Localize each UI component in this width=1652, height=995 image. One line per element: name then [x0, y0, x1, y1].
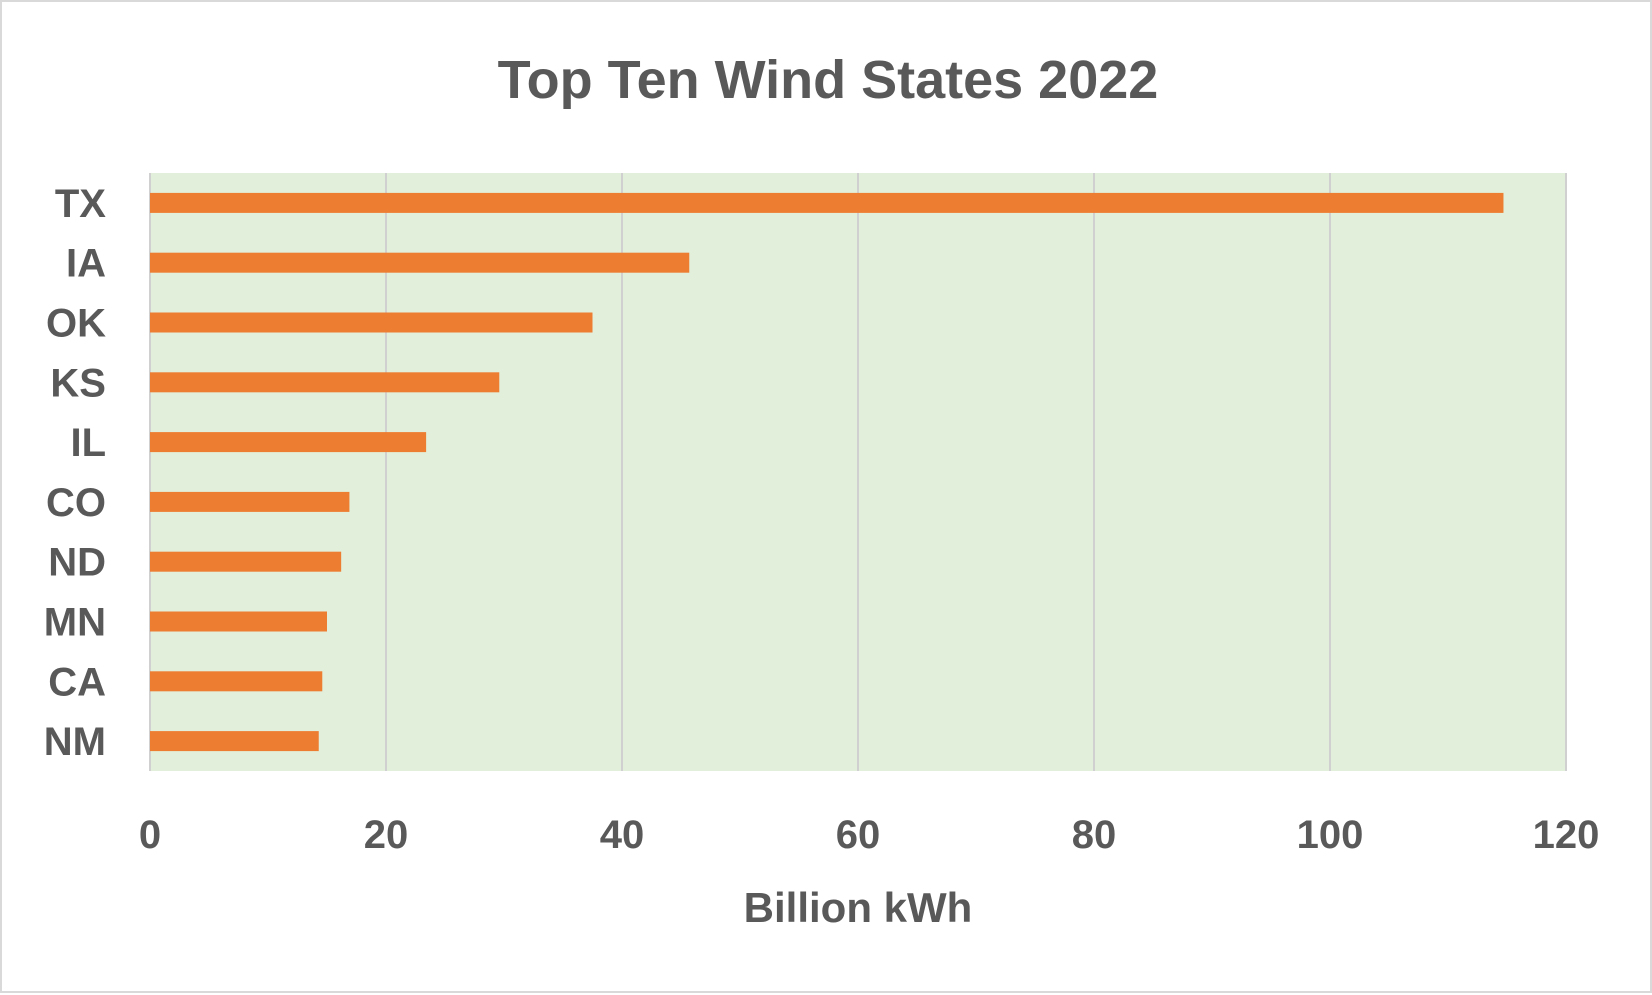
category-label-il: IL: [70, 421, 106, 465]
bar-nd: [150, 551, 342, 572]
x-tick-label: 40: [600, 813, 645, 857]
x-tick-labels: 0 20 40 60 80 100 120: [139, 813, 1600, 857]
x-tick-label: 120: [1533, 813, 1600, 857]
x-tick-label: 100: [1297, 813, 1364, 857]
bar-ia: [150, 252, 690, 273]
category-label-nm: NM: [44, 720, 106, 764]
category-label-mn: MN: [44, 601, 106, 645]
category-label-co: CO: [46, 481, 106, 525]
category-label-ks: KS: [50, 361, 106, 405]
category-label-ca: CA: [48, 660, 106, 704]
bar-il: [150, 432, 427, 453]
category-labels: TX IA OK KS IL CO ND MN CA NM: [44, 182, 107, 764]
category-label-ok: OK: [46, 302, 106, 346]
bars: [150, 192, 1504, 752]
bar-co: [150, 491, 350, 512]
bar-ks: [150, 372, 500, 393]
bar-mn: [150, 611, 327, 632]
chart-title: Top Ten Wind States 2022: [498, 50, 1159, 110]
bar-ca: [150, 671, 323, 692]
x-tick-label: 20: [364, 813, 409, 857]
category-label-tx: TX: [55, 182, 106, 226]
bar-nm: [150, 731, 319, 752]
x-tick-label: 0: [139, 813, 161, 857]
x-tick-label: 80: [1072, 813, 1117, 857]
category-label-nd: ND: [48, 541, 106, 585]
category-label-ia: IA: [66, 242, 106, 286]
bar-ok: [150, 312, 593, 333]
x-tick-label: 60: [836, 813, 881, 857]
x-axis-title: Billion kWh: [744, 884, 973, 931]
bar-tx: [150, 192, 1504, 213]
